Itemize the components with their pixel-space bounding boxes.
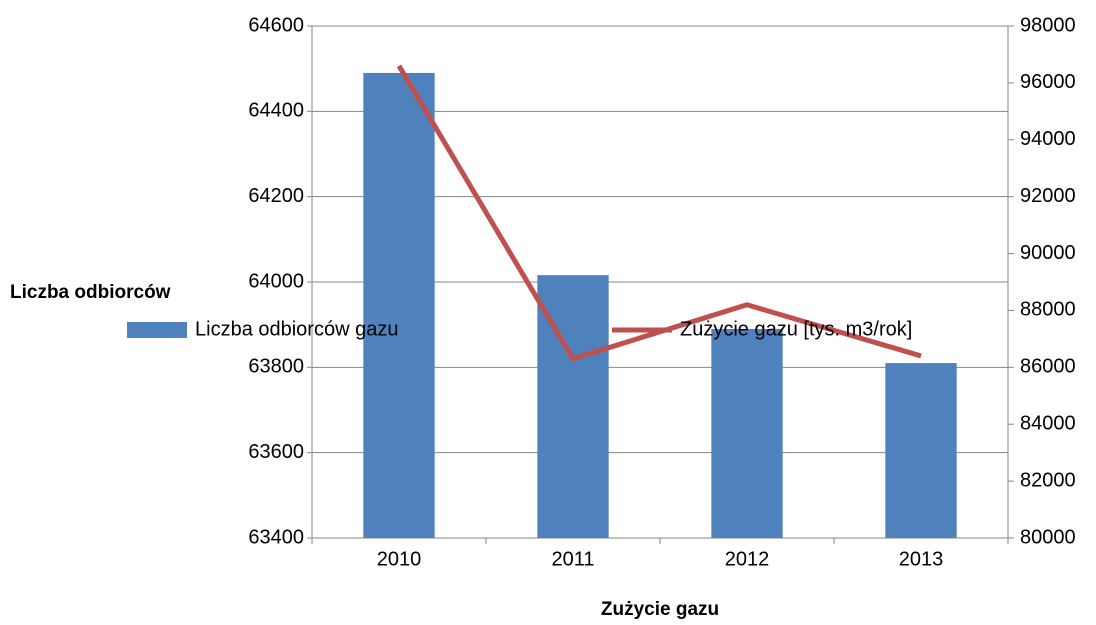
y-tick-label: 63800 <box>248 356 304 378</box>
bar <box>711 328 783 538</box>
legend-swatch <box>127 322 187 338</box>
y-tick-label: 64400 <box>248 100 304 122</box>
y2-tick-label: 84000 <box>1020 413 1076 435</box>
y-tick-label: 64600 <box>248 14 304 36</box>
y2-tick-label: 96000 <box>1020 71 1076 93</box>
legend-label: Zużycie gazu [tys. m3/rok] <box>680 318 912 340</box>
y2-tick-label: 86000 <box>1020 356 1076 378</box>
bar <box>363 72 435 538</box>
y2-tick-label: 88000 <box>1020 299 1076 321</box>
y2-tick-label: 80000 <box>1020 526 1076 548</box>
bar <box>885 363 957 538</box>
legend-label: Liczba odbiorców gazu <box>195 318 398 340</box>
y-tick-label: 64000 <box>248 270 304 292</box>
y-tick-label: 63400 <box>248 526 304 548</box>
y2-tick-label: 98000 <box>1020 14 1076 36</box>
y-tick-label: 63600 <box>248 441 304 463</box>
y2-tick-label: 82000 <box>1020 469 1076 491</box>
y2-tick-label: 90000 <box>1020 242 1076 264</box>
line <box>396 64 922 362</box>
x-tick-label: 2012 <box>725 548 770 570</box>
y-tick-label: 64200 <box>248 185 304 207</box>
x-tick-label: 2011 <box>551 548 594 570</box>
y2-tick-label: 92000 <box>1020 185 1076 207</box>
x-tick-label: 2013 <box>899 548 944 570</box>
y-axis-title: Liczba odbiorców <box>10 282 171 303</box>
x-axis-title: Zużycie gazu <box>601 599 719 620</box>
y2-tick-label: 94000 <box>1020 128 1076 150</box>
x-tick-label: 2010 <box>377 548 422 570</box>
